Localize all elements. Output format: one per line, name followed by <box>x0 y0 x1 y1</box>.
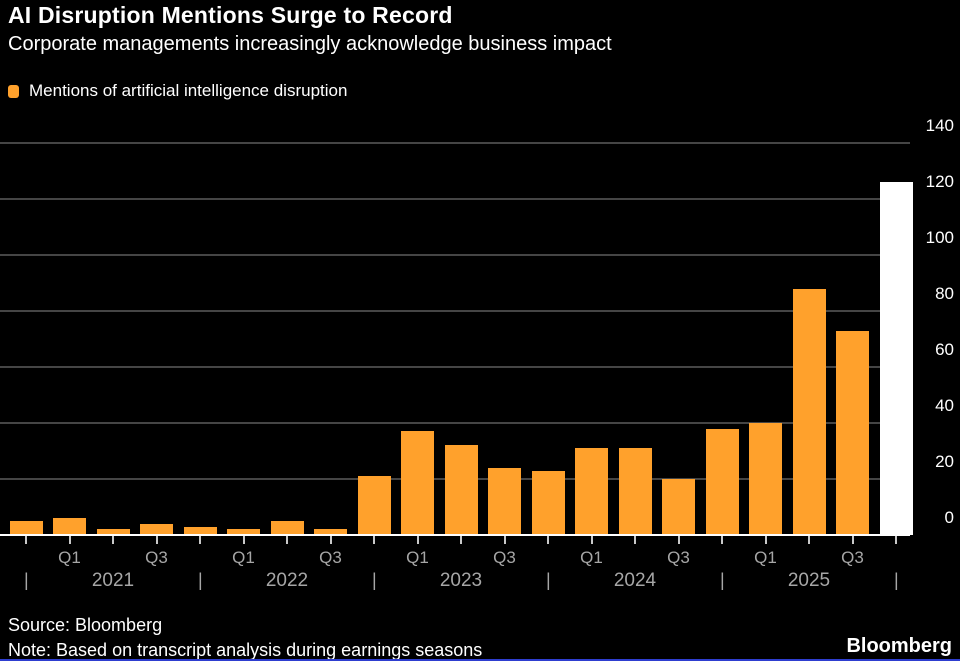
quarter-label: Q1 <box>754 548 777 567</box>
y-axis-label: 60 <box>935 340 954 359</box>
y-axis-label: 100 <box>925 228 954 247</box>
bar <box>227 529 260 535</box>
y-axis-label: 80 <box>935 284 954 303</box>
bar <box>792 288 826 535</box>
bar <box>96 529 130 535</box>
axis-baseline <box>0 534 910 536</box>
gridline <box>0 310 910 312</box>
footer-note: Note: Based on transcript analysis durin… <box>8 640 483 660</box>
footer-source: Source: Bloomberg <box>8 615 163 635</box>
gridline <box>0 422 910 424</box>
quarter-label: Q3 <box>319 548 342 567</box>
year-divider: | <box>720 570 725 590</box>
year-divider: | <box>546 570 551 590</box>
y-axis-label: 0 <box>944 508 954 527</box>
bar <box>314 529 347 535</box>
x-tick <box>25 536 27 544</box>
year-divider: | <box>198 570 203 590</box>
bar <box>749 423 782 535</box>
quarter-label: Q1 <box>406 548 429 567</box>
gridline <box>0 142 910 144</box>
bar <box>879 182 913 535</box>
x-tick <box>721 536 723 544</box>
bar <box>401 431 434 535</box>
bloomberg-logo: Bloomberg <box>846 635 952 657</box>
quarter-label: Q1 <box>232 548 255 567</box>
bottom-accent-bar <box>0 659 960 661</box>
quarter-label: Q3 <box>841 548 864 567</box>
gridline <box>0 366 910 368</box>
x-tick <box>677 536 680 544</box>
gridline <box>0 254 910 256</box>
year-divider: | <box>894 570 899 590</box>
chart-subtitle: Corporate managements increasingly ackno… <box>8 33 612 55</box>
y-axis-label: 20 <box>935 452 954 471</box>
year-label: 2024 <box>613 570 657 591</box>
x-tick <box>851 536 854 544</box>
bar <box>705 428 739 535</box>
quarter-label: Q3 <box>493 548 516 567</box>
bar <box>488 467 521 535</box>
y-axis-label: 120 <box>925 172 954 191</box>
bar <box>662 479 695 535</box>
x-tick <box>808 536 810 544</box>
x-tick <box>329 536 332 544</box>
x-tick <box>503 536 506 544</box>
year-divider: | <box>24 570 29 590</box>
bar <box>444 445 478 535</box>
y-axis-label: 140 <box>925 116 954 135</box>
gridline <box>0 198 910 200</box>
bar <box>270 521 304 535</box>
x-tick <box>199 536 201 544</box>
quarter-label: Q3 <box>145 548 168 567</box>
year-divider: | <box>372 570 377 590</box>
plot-area: 0 20 40 60 80 100 120 140 Q1 Q3 Q1 Q3 Q1 Q3 Q1 Q3 Q1 Q3 | |… <box>0 116 954 591</box>
year-label: 2022 <box>265 570 309 591</box>
legend-label: Mentions of artificial intelligence disr… <box>29 81 348 100</box>
bar <box>53 518 86 535</box>
bar <box>140 523 173 535</box>
x-tick <box>764 536 767 544</box>
x-tick <box>286 536 288 544</box>
x-tick <box>68 536 71 544</box>
x-tick <box>112 536 114 544</box>
x-tick <box>155 536 158 544</box>
x-tick <box>416 536 419 544</box>
y-axis-label: 40 <box>935 396 954 415</box>
year-label: 2023 <box>439 570 483 591</box>
year-label: 2025 <box>787 570 831 591</box>
legend-swatch <box>8 84 19 98</box>
x-tick <box>547 536 549 544</box>
bar <box>357 476 391 535</box>
quarter-label: Q3 <box>667 548 690 567</box>
year-label: 2021 <box>91 570 135 591</box>
x-tick <box>634 536 636 544</box>
x-tick <box>460 536 462 544</box>
quarter-label: Q1 <box>580 548 603 567</box>
bar <box>9 521 43 535</box>
chart-title: AI Disruption Mentions Surge to Record <box>8 2 453 28</box>
x-tick <box>373 536 375 544</box>
bar <box>618 448 652 535</box>
bar <box>183 526 217 535</box>
bar <box>531 470 565 535</box>
legend: Mentions of artificial intelligence disr… <box>8 81 347 101</box>
x-tick <box>895 536 897 544</box>
bar <box>575 448 608 535</box>
bar <box>836 330 869 535</box>
quarter-label: Q1 <box>58 548 81 567</box>
x-tick <box>242 536 245 544</box>
x-tick <box>590 536 593 544</box>
